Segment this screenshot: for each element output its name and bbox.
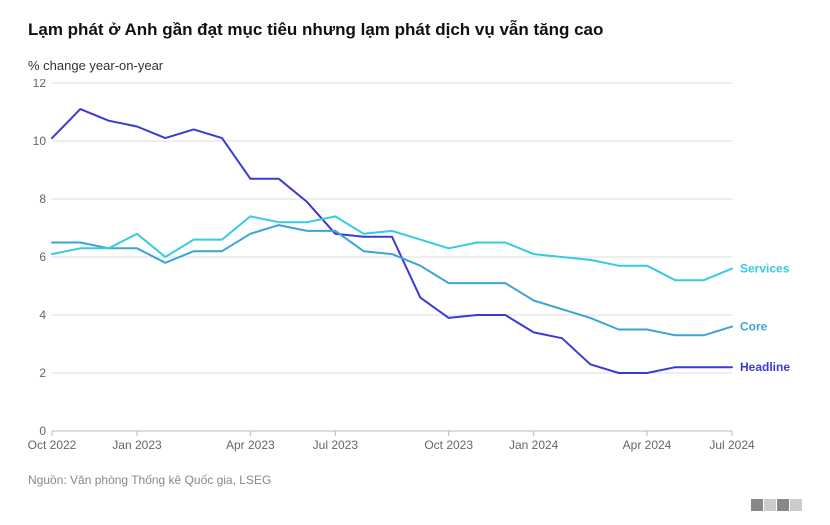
series-line-services xyxy=(52,216,732,280)
x-tick-label: Apr 2024 xyxy=(623,438,672,452)
line-chart: 0 2 4 6 8 10 12 Oct 2022 Jan 2023 Apr 2023 Jul 202… xyxy=(28,79,802,459)
y-tick-label: 4 xyxy=(39,308,46,322)
y-tick-label: 10 xyxy=(33,134,47,148)
x-tick-label: Oct 2022 xyxy=(28,438,77,452)
source-text: Nguồn: Văn phòng Thống kê Quốc gia, LSEG xyxy=(28,473,802,487)
x-tick-label: Jan 2023 xyxy=(112,438,162,452)
y-tick-label: 8 xyxy=(39,192,46,206)
chart-title: Lạm phát ở Anh gần đạt mục tiêu nhưng lạ… xyxy=(28,20,802,40)
x-tick-label: Jul 2024 xyxy=(709,438,755,452)
y-tick-label: 0 xyxy=(39,424,46,438)
series-line-headline xyxy=(52,109,732,373)
y-tick-label: 2 xyxy=(39,366,46,380)
y-tick-label: 6 xyxy=(39,250,46,264)
chart-subtitle: % change year-on-year xyxy=(28,58,802,73)
x-tick-label: Apr 2023 xyxy=(226,438,275,452)
series-label-core: Core xyxy=(740,320,768,334)
chart-svg: 0 2 4 6 8 10 12 Oct 2022 Jan 2023 Apr 2023 Jul 202… xyxy=(28,79,802,459)
x-tick-label: Oct 2023 xyxy=(424,438,473,452)
series-label-services: Services xyxy=(740,262,790,276)
cnbc-logo xyxy=(751,499,802,511)
y-tick-label: 12 xyxy=(33,79,47,90)
x-tick-label: Jul 2023 xyxy=(313,438,359,452)
x-tick-label: Jan 2024 xyxy=(509,438,559,452)
series-line-core xyxy=(52,225,732,335)
series-label-headline: Headline xyxy=(740,360,790,374)
